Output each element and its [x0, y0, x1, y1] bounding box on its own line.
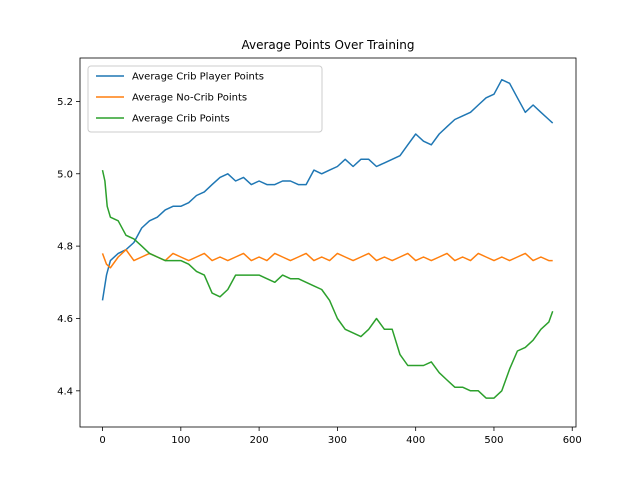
axes-frame [79, 57, 577, 428]
legend-label-1: Average No-Crib Points [132, 93, 247, 104]
x-tick-label: 300 [328, 435, 347, 446]
axes: 0 100 200 300 400 500 600 4.4 4.6 4.8 5.0 5.2 [57, 57, 582, 446]
chart-title: Average Points Over Training [242, 38, 415, 52]
legend-label-2: Average Crib Points [132, 114, 230, 125]
x-tick-label: 0 [99, 435, 105, 446]
y-tick-label: 4.6 [57, 314, 73, 325]
series-line-0 [101, 78, 554, 301]
legend: Average Crib Player Points Average No-Cri… [87, 65, 323, 133]
series-line-1 [101, 248, 553, 269]
x-tick-label: 100 [171, 435, 190, 446]
y-tick-label: 5.2 [57, 97, 73, 108]
x-tick-label: 600 [563, 435, 582, 446]
y-tick-label: 4.8 [57, 242, 73, 253]
legend-box [87, 65, 323, 133]
x-tick-label: 500 [484, 435, 503, 446]
x-tick-label: 200 [250, 435, 269, 446]
x-tick-label: 400 [406, 435, 425, 446]
legend-label-0: Average Crib Player Points [132, 72, 264, 83]
y-tick-label: 5.0 [57, 169, 73, 180]
y-tick-label: 4.4 [57, 386, 73, 397]
series-line-2 [101, 169, 554, 399]
plot-area [101, 78, 554, 399]
